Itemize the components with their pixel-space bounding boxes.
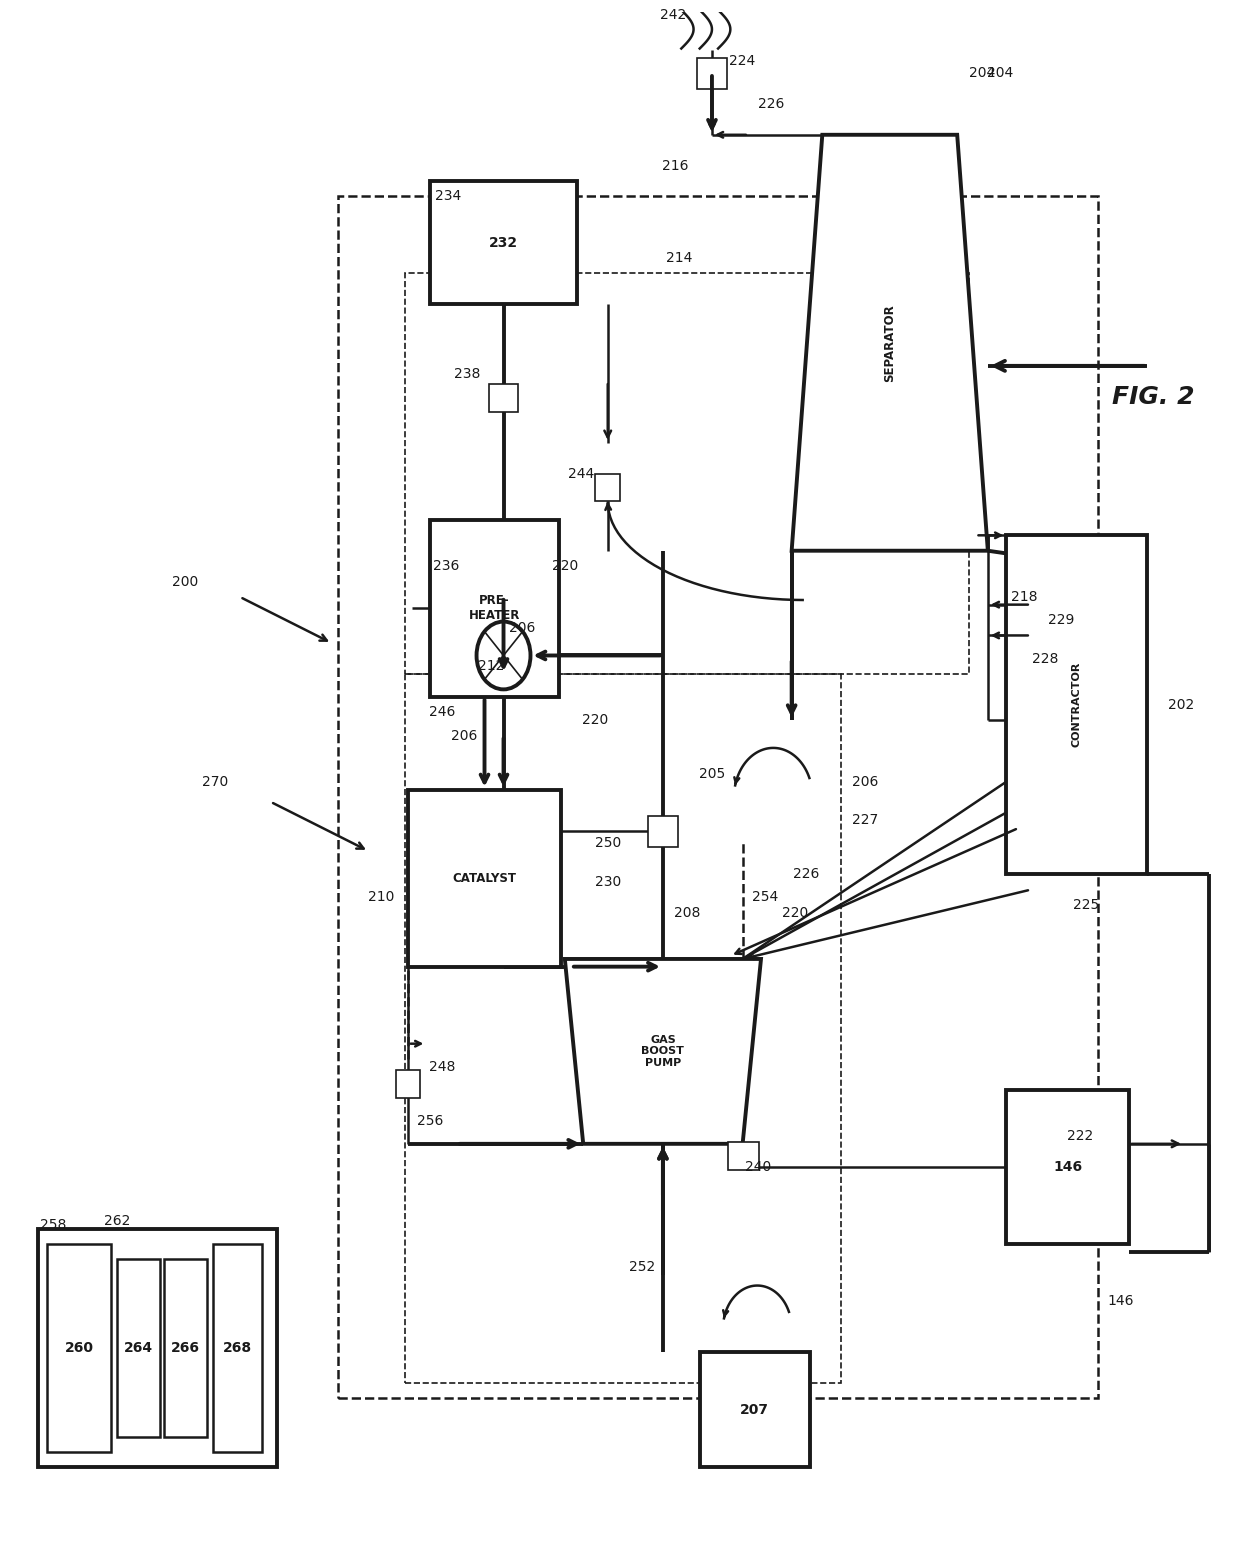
Text: 208: 208 xyxy=(675,906,701,920)
FancyBboxPatch shape xyxy=(649,815,677,847)
Text: 212: 212 xyxy=(479,659,505,673)
Polygon shape xyxy=(791,134,988,550)
Text: 236: 236 xyxy=(433,560,459,574)
Text: 229: 229 xyxy=(1048,613,1075,627)
Text: 220: 220 xyxy=(583,712,609,726)
FancyBboxPatch shape xyxy=(489,385,518,412)
Text: 227: 227 xyxy=(852,814,878,828)
Text: 226: 226 xyxy=(794,867,820,881)
FancyBboxPatch shape xyxy=(164,1260,207,1436)
FancyBboxPatch shape xyxy=(595,474,620,502)
FancyBboxPatch shape xyxy=(396,1069,420,1098)
Text: 202: 202 xyxy=(1168,698,1194,712)
FancyBboxPatch shape xyxy=(118,1260,160,1436)
FancyBboxPatch shape xyxy=(728,1143,759,1169)
Text: 238: 238 xyxy=(454,366,480,380)
FancyBboxPatch shape xyxy=(1006,1090,1128,1244)
FancyBboxPatch shape xyxy=(1006,535,1147,875)
Text: 270: 270 xyxy=(202,775,228,789)
Text: 200: 200 xyxy=(171,575,198,589)
Text: 214: 214 xyxy=(666,251,692,265)
Text: 260: 260 xyxy=(64,1341,94,1355)
Text: 210: 210 xyxy=(368,890,394,904)
Text: 244: 244 xyxy=(568,466,594,480)
FancyBboxPatch shape xyxy=(699,1352,810,1467)
Text: 256: 256 xyxy=(417,1113,443,1127)
Polygon shape xyxy=(565,959,761,1144)
Text: 204: 204 xyxy=(968,65,994,80)
Text: 250: 250 xyxy=(595,837,621,850)
Text: 218: 218 xyxy=(1012,589,1038,603)
Text: 252: 252 xyxy=(629,1260,655,1274)
Text: 258: 258 xyxy=(40,1219,67,1233)
Text: 204: 204 xyxy=(987,65,1013,80)
FancyBboxPatch shape xyxy=(430,519,559,697)
Text: 242: 242 xyxy=(660,8,686,22)
Text: SEPARATOR: SEPARATOR xyxy=(883,304,897,382)
Text: 206: 206 xyxy=(508,620,536,635)
Text: 234: 234 xyxy=(435,189,461,203)
Text: 146: 146 xyxy=(1107,1294,1133,1308)
Text: 232: 232 xyxy=(489,235,518,249)
Text: 268: 268 xyxy=(223,1341,252,1355)
Text: 206: 206 xyxy=(451,728,477,742)
FancyBboxPatch shape xyxy=(697,58,727,89)
Text: 220: 220 xyxy=(552,560,578,574)
Text: 224: 224 xyxy=(729,55,755,69)
Text: 206: 206 xyxy=(852,775,878,789)
Text: GAS
BOOST
PUMP: GAS BOOST PUMP xyxy=(641,1035,684,1068)
Text: 266: 266 xyxy=(171,1341,200,1355)
Text: 226: 226 xyxy=(758,97,784,111)
Text: PRE-
HEATER: PRE- HEATER xyxy=(469,594,520,622)
Text: 222: 222 xyxy=(1066,1129,1092,1143)
FancyBboxPatch shape xyxy=(47,1244,112,1451)
Text: CATALYST: CATALYST xyxy=(453,871,517,884)
Text: 228: 228 xyxy=(1032,652,1059,666)
Text: 254: 254 xyxy=(751,890,777,904)
Text: FIG. 2: FIG. 2 xyxy=(1112,385,1194,408)
Text: 230: 230 xyxy=(595,875,621,889)
Text: 220: 220 xyxy=(782,906,808,920)
Text: 216: 216 xyxy=(662,159,688,173)
Text: 146: 146 xyxy=(1053,1160,1083,1174)
Text: 205: 205 xyxy=(699,767,725,781)
Text: 246: 246 xyxy=(429,706,455,719)
Text: 262: 262 xyxy=(104,1214,130,1228)
Text: 264: 264 xyxy=(124,1341,154,1355)
FancyBboxPatch shape xyxy=(430,181,577,304)
Text: 240: 240 xyxy=(745,1160,771,1174)
FancyBboxPatch shape xyxy=(408,789,562,967)
Text: 207: 207 xyxy=(740,1403,769,1417)
FancyBboxPatch shape xyxy=(213,1244,262,1451)
Text: 225: 225 xyxy=(1073,898,1099,912)
FancyBboxPatch shape xyxy=(37,1228,277,1467)
Text: CONTRACTOR: CONTRACTOR xyxy=(1071,663,1081,747)
Text: 248: 248 xyxy=(429,1060,455,1074)
